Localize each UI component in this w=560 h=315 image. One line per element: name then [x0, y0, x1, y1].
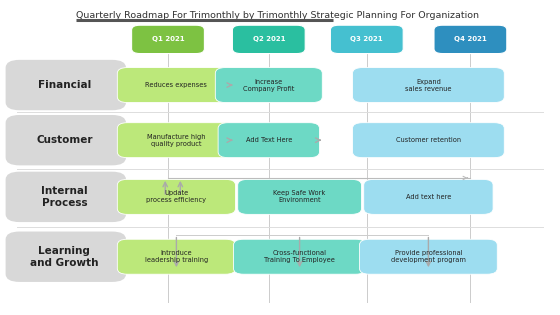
Text: Customer: Customer: [36, 135, 92, 145]
FancyBboxPatch shape: [6, 115, 126, 165]
FancyBboxPatch shape: [132, 25, 204, 54]
Text: Q4 2021: Q4 2021: [454, 36, 487, 43]
FancyBboxPatch shape: [215, 68, 322, 103]
FancyBboxPatch shape: [118, 180, 235, 214]
FancyBboxPatch shape: [234, 239, 366, 274]
FancyBboxPatch shape: [118, 123, 235, 158]
FancyBboxPatch shape: [360, 239, 497, 274]
FancyBboxPatch shape: [6, 232, 126, 282]
FancyBboxPatch shape: [364, 180, 493, 214]
Text: Cross-functional
Training To Employee: Cross-functional Training To Employee: [264, 250, 335, 263]
FancyBboxPatch shape: [353, 68, 504, 103]
Text: Add text here: Add text here: [405, 194, 451, 200]
Text: Provide professional
development program: Provide professional development program: [391, 250, 466, 263]
Text: Learning
and Growth: Learning and Growth: [30, 246, 99, 267]
Text: Q3 2021: Q3 2021: [351, 36, 383, 43]
FancyBboxPatch shape: [6, 60, 126, 110]
Text: Increase
Company Profit: Increase Company Profit: [243, 78, 295, 92]
Text: Internal
Process: Internal Process: [41, 186, 88, 208]
Text: Add Text Here: Add Text Here: [246, 137, 292, 143]
FancyBboxPatch shape: [330, 25, 403, 54]
Text: Q2 2021: Q2 2021: [253, 36, 285, 43]
Text: Customer retention: Customer retention: [396, 137, 461, 143]
Text: Financial: Financial: [38, 80, 91, 90]
FancyBboxPatch shape: [434, 25, 507, 54]
Text: Introduce
leadership training: Introduce leadership training: [145, 250, 208, 263]
Text: Reduces expenses: Reduces expenses: [146, 82, 207, 88]
FancyBboxPatch shape: [118, 239, 235, 274]
FancyBboxPatch shape: [237, 180, 362, 214]
Text: Expand
sales revenue: Expand sales revenue: [405, 78, 452, 92]
FancyBboxPatch shape: [353, 123, 504, 158]
FancyBboxPatch shape: [218, 123, 319, 158]
FancyBboxPatch shape: [118, 68, 235, 103]
Text: Q1 2021: Q1 2021: [152, 36, 184, 43]
Text: Quarterly Roadmap For Trimonthly by Trimonthly Strategic Planning For Organizati: Quarterly Roadmap For Trimonthly by Trim…: [76, 11, 479, 20]
Text: Manufacture high
quality product: Manufacture high quality product: [147, 134, 206, 147]
Text: Update
process efficiency: Update process efficiency: [146, 190, 207, 203]
FancyBboxPatch shape: [232, 25, 305, 54]
Text: Keep Safe Work
Environment: Keep Safe Work Environment: [273, 190, 326, 203]
FancyBboxPatch shape: [6, 172, 126, 222]
